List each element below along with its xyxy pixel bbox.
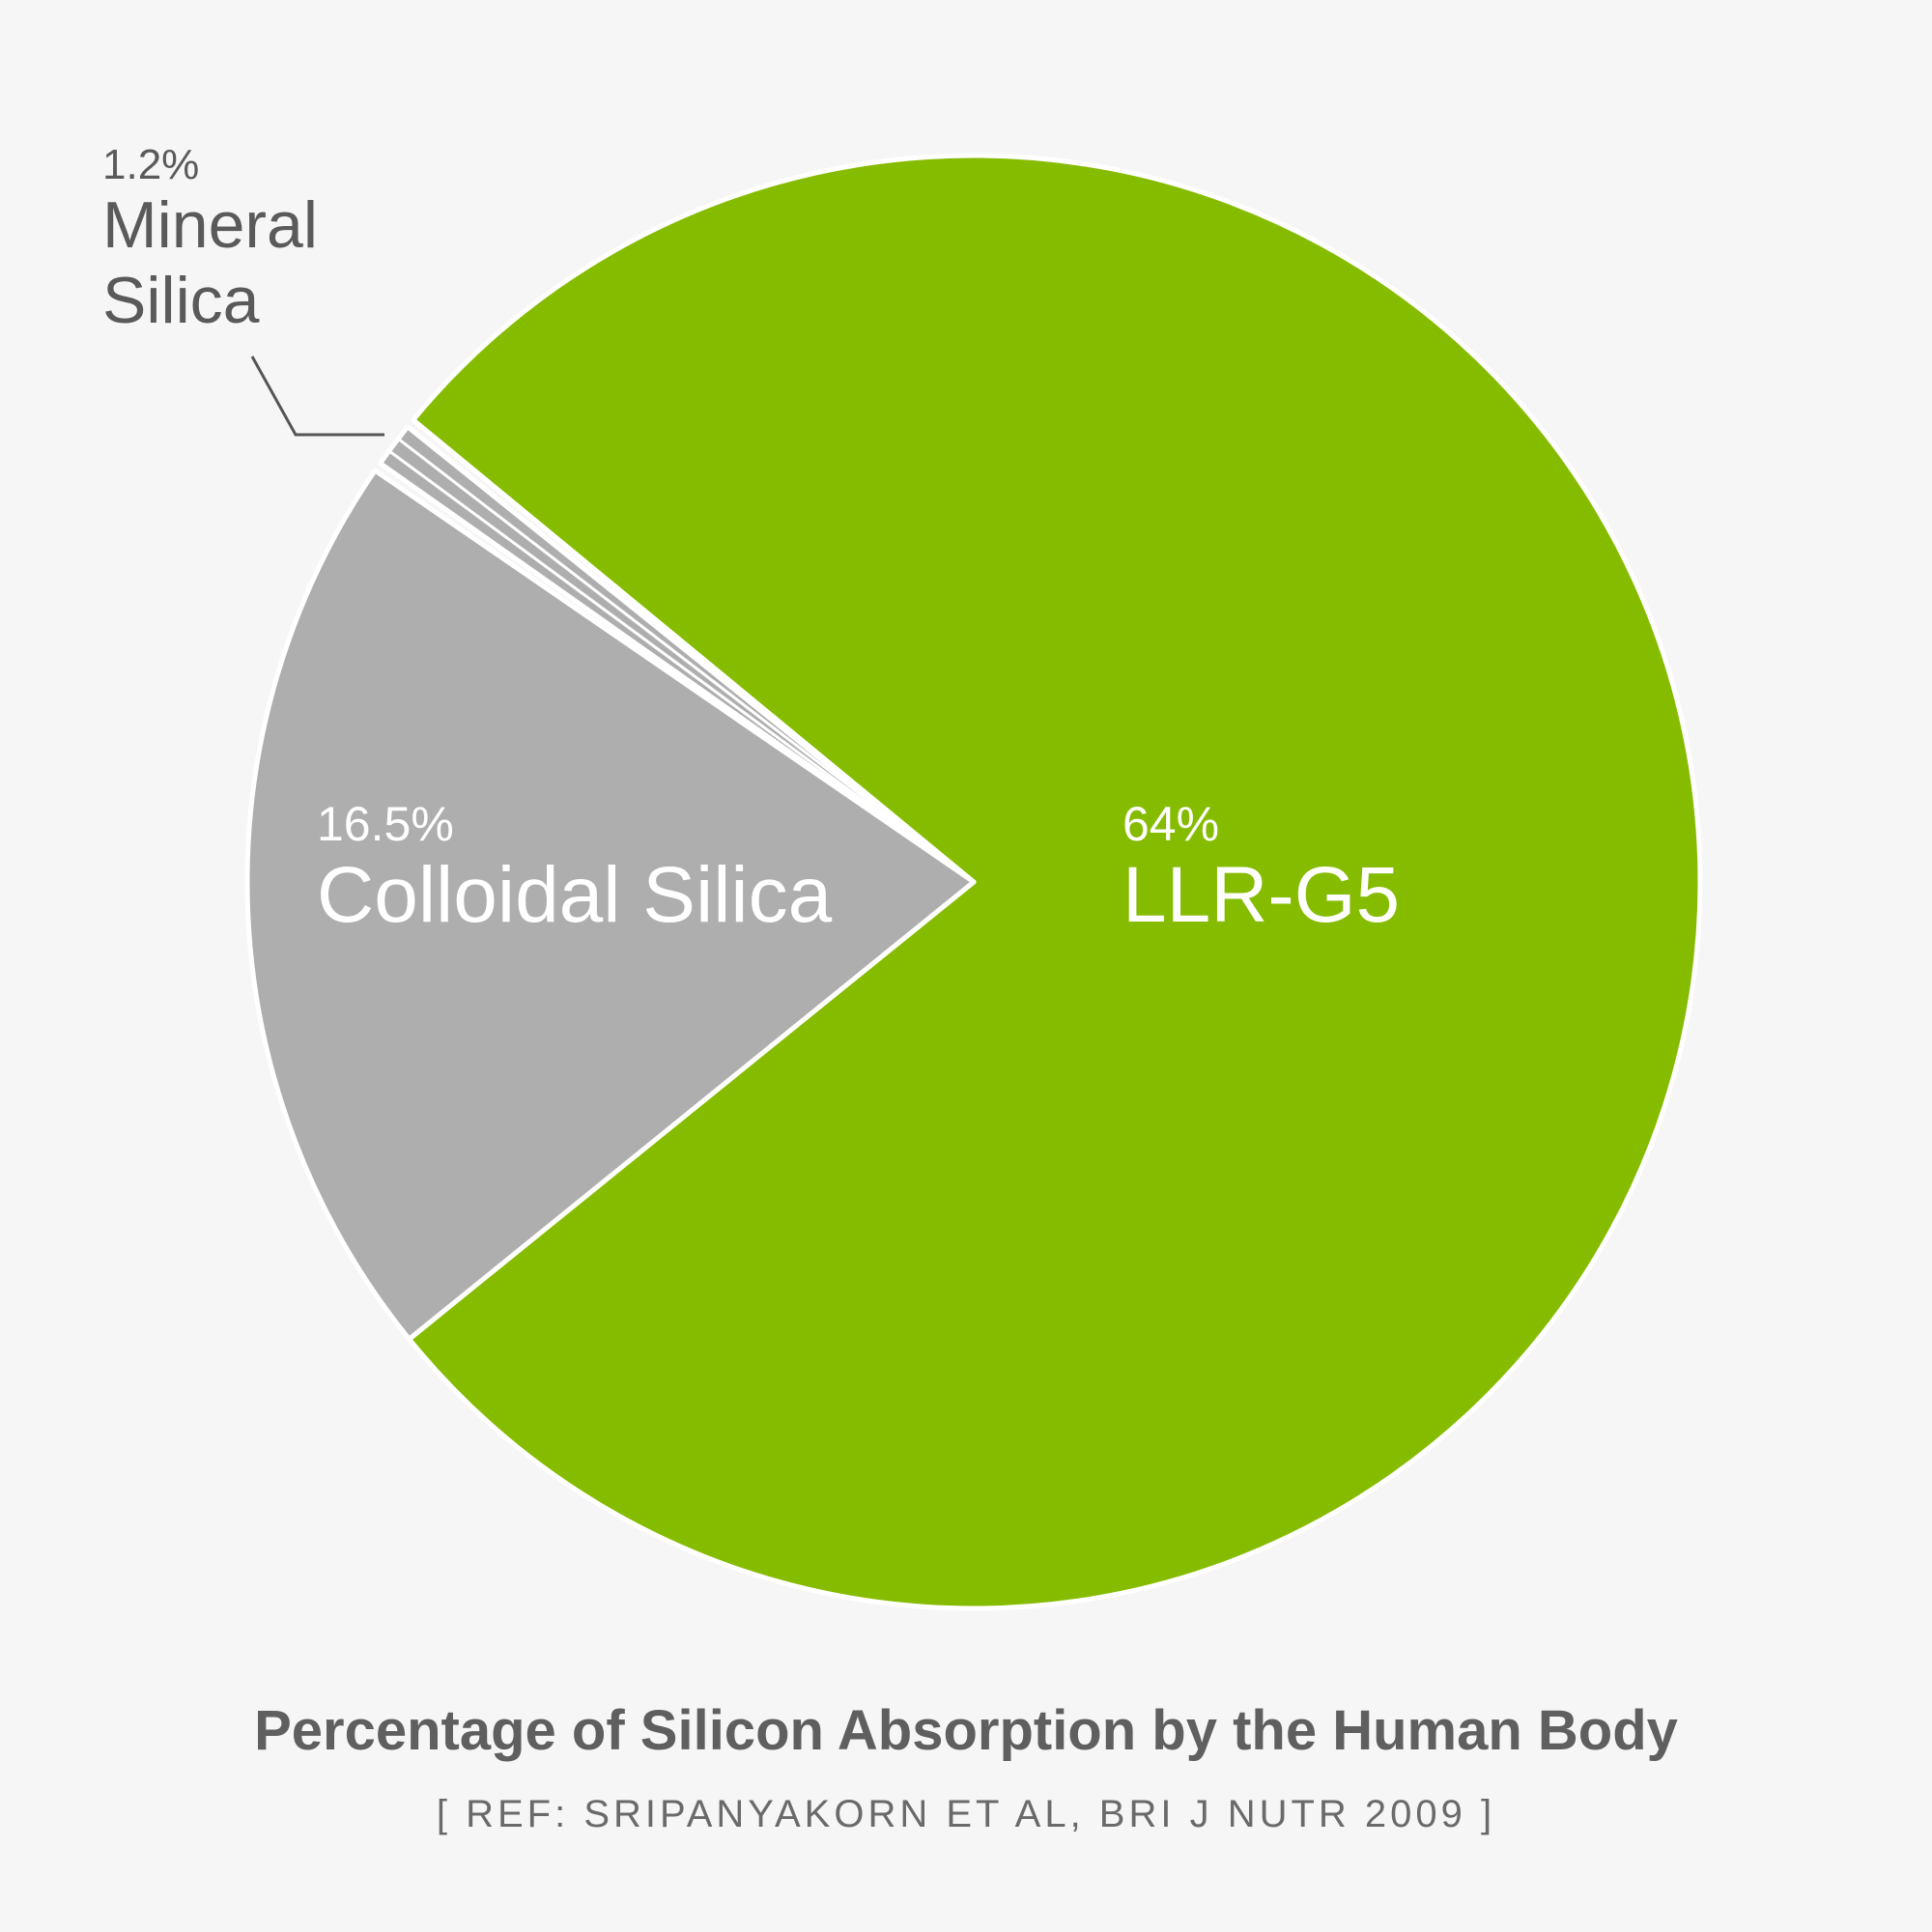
mineral-silica-separator-1 <box>387 449 975 884</box>
slice-llr-g5-label: LLR-G5 <box>1122 851 1400 939</box>
chart-title: Percentage of Silicon Absorption by the … <box>254 1699 1678 1762</box>
pie-slices <box>244 153 1703 1611</box>
slice-llr-g5-percent: 64% <box>1122 797 1219 851</box>
mineral-silica-leader-line <box>250 355 384 437</box>
slice-mineral-silica-percent: 1.2% <box>102 141 199 188</box>
slice-llr-g5 <box>407 153 1703 1611</box>
slice-mineral-silica-label-line1: Mineral <box>102 188 318 262</box>
slice-colloidal-silica-percent: 16.5% <box>317 797 454 851</box>
mineral-silica-separator-2 <box>397 437 975 884</box>
slice-mineral-silica-label-line2: Silica <box>102 264 260 337</box>
slice-labels: 64% LLR-G5 16.5% Colloidal Silica 1.2% M… <box>102 141 1400 939</box>
chart-reference: [ REF: SRIPANYAKORN ET AL, BRI J NUTR 20… <box>436 1793 1496 1835</box>
slice-colloidal-silica-label: Colloidal Silica <box>317 851 833 939</box>
slice-colloidal-silica <box>244 468 977 1342</box>
leader-lines <box>250 355 384 437</box>
